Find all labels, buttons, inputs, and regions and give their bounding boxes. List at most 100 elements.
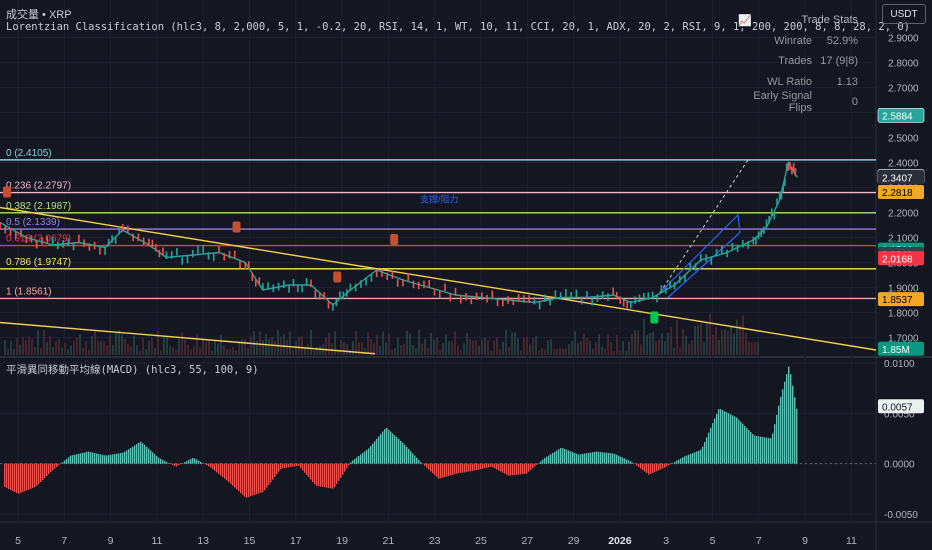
stats-row-trades: Trades 17 (9|8) [778, 55, 858, 68]
macd-bar [576, 453, 578, 464]
volume-bar [301, 336, 303, 355]
macd-bar [568, 450, 570, 464]
macd-bar [294, 463, 296, 467]
volume-bar [544, 349, 546, 355]
volume-bar [259, 331, 261, 355]
volume-bar [757, 341, 759, 355]
macd-bar [536, 463, 538, 465]
volume-bar [592, 348, 594, 355]
macd-bar [496, 463, 498, 470]
macd-bar [730, 414, 732, 464]
macd-bar [542, 459, 544, 464]
macd-bar [192, 457, 194, 464]
macd-bar [780, 396, 782, 464]
macd-bar [500, 463, 502, 472]
macd-bar [260, 463, 262, 493]
volume-bar [400, 344, 402, 355]
macd-bar [226, 463, 228, 481]
macd-axis-tick: 0.0050 [884, 409, 915, 420]
macd-bar [212, 463, 214, 470]
volume-bar [538, 350, 540, 355]
macd-bar [104, 455, 106, 464]
volume-bar [718, 339, 720, 355]
volume-bar [268, 339, 270, 355]
volume-bar [277, 329, 279, 355]
volume-bar [40, 348, 42, 355]
macd-bar [124, 451, 126, 464]
chart-icon: 📈 [738, 14, 752, 27]
macd-bar [282, 463, 284, 469]
volume-bar [433, 339, 435, 355]
macd-bar [160, 458, 162, 464]
volume-bar [532, 337, 534, 355]
macd-bar [220, 463, 222, 476]
macd-bar [336, 463, 338, 484]
volume-bar [298, 336, 300, 355]
volume-bar [235, 350, 237, 355]
macd-bar [784, 381, 786, 464]
macd-bar [24, 463, 26, 492]
trade-stats-title-text: Trade Stats [801, 14, 858, 27]
volume-bar [655, 340, 657, 355]
macd-bar [700, 449, 702, 464]
macd-bar [410, 451, 412, 464]
macd-bar [420, 462, 422, 464]
currency-button[interactable]: USDT [882, 4, 926, 24]
macd-bar [574, 452, 576, 464]
volume-bar [31, 338, 33, 355]
volume-bar [439, 349, 441, 355]
macd-bar [490, 463, 492, 467]
macd-bar [134, 445, 136, 464]
macd-bar [308, 463, 310, 478]
macd-bar [708, 432, 710, 464]
macd-bar [446, 463, 448, 477]
volume-bar [589, 340, 591, 355]
volume-bar [595, 341, 597, 355]
macd-bar [572, 452, 574, 464]
macd-bar [378, 436, 380, 464]
time-axis-tick: 7 [61, 535, 67, 547]
macd-bar [436, 463, 438, 477]
volume-bar [211, 350, 213, 355]
volume-bar [472, 340, 474, 355]
volume-bar [517, 338, 519, 355]
price-tag-text: 2.5884 [882, 111, 913, 122]
macd-bar [652, 463, 654, 473]
macd-bar [348, 463, 350, 466]
macd-bar [372, 443, 374, 464]
trendline-lower [0, 321, 376, 355]
time-axis-tick: 3 [663, 535, 669, 547]
volume-bar [163, 335, 165, 355]
macd-bar [464, 463, 466, 473]
volume-bar [169, 345, 171, 355]
time-axis-tick: 5 [710, 535, 716, 547]
macd-bar [146, 446, 148, 464]
fib-level-label: 1 (1.8561) [6, 286, 52, 297]
macd-bar [210, 463, 212, 468]
macd-bar [668, 463, 670, 466]
volume-bar [571, 340, 573, 355]
macd-bar [728, 413, 730, 464]
macd-axis-tick: -0.0050 [884, 510, 918, 521]
macd-bar [562, 448, 564, 464]
volume-bar [670, 327, 672, 355]
macd-bar [664, 463, 666, 468]
macd-bar [374, 441, 376, 464]
volume-bar [340, 340, 342, 355]
macd-bar [676, 460, 678, 464]
macd-bar [18, 463, 20, 494]
macd-bar [238, 463, 240, 492]
volume-bar [466, 333, 468, 355]
volume-bar [508, 347, 510, 355]
volume-bar [262, 340, 264, 355]
volume-bar [436, 337, 438, 355]
volume-bar [292, 349, 294, 355]
volume-bar [481, 338, 483, 355]
macd-bar [514, 463, 516, 476]
volume-bar [406, 330, 408, 355]
macd-bar [530, 463, 532, 470]
macd-bar [330, 463, 332, 489]
price-tag-bg [878, 185, 924, 200]
